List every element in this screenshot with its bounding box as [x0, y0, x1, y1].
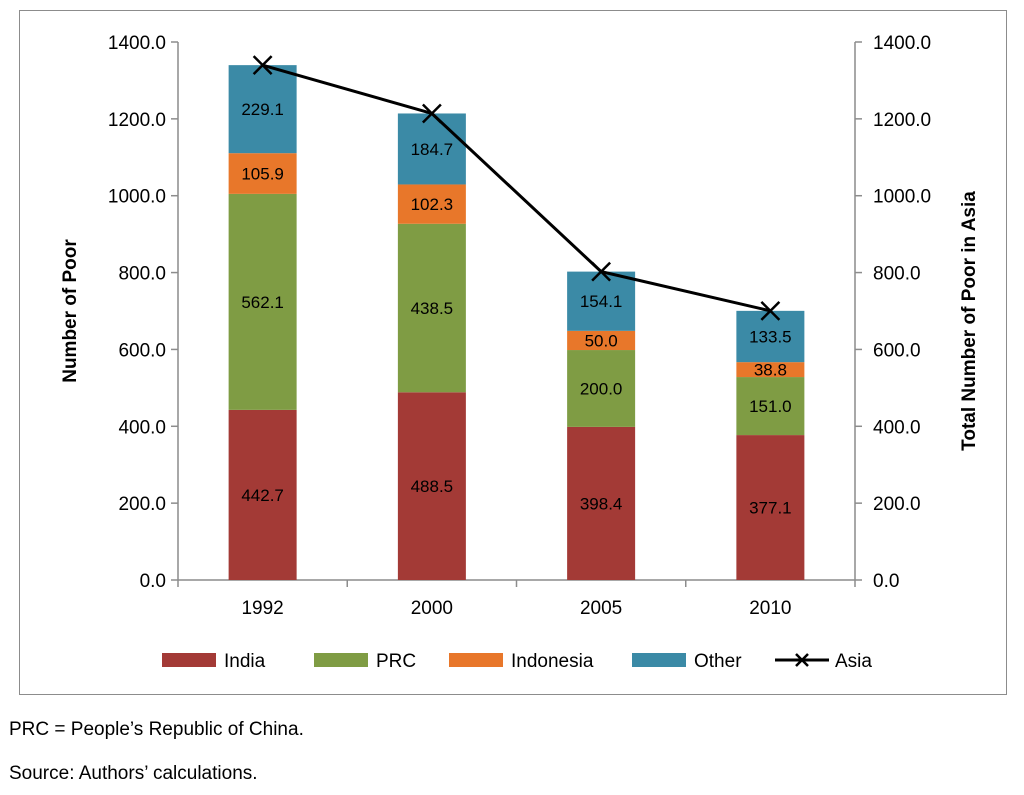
data-label-india: 442.7 — [241, 486, 284, 505]
source-note: Source: Authors’ calculations. — [9, 763, 258, 784]
data-label-other: 154.1 — [580, 292, 623, 311]
data-label-other: 133.5 — [749, 327, 792, 346]
y-tick-label-right: 800.0 — [873, 264, 921, 285]
marker-asia — [591, 261, 612, 282]
marker-asia — [252, 55, 273, 76]
data-label-other: 184.7 — [411, 140, 454, 159]
bar-india — [397, 392, 466, 580]
y-tick-label-right: 400.0 — [873, 417, 921, 438]
legend-label-indonesia: Indonesia — [511, 651, 594, 672]
y-tick-label-right: 1200.0 — [873, 110, 931, 131]
legend-swatch-india — [162, 653, 216, 667]
y-tick-label-right: 1000.0 — [873, 187, 931, 208]
legend-swatch-prc — [314, 653, 368, 667]
x-tick-label: 2005 — [580, 598, 622, 619]
legend-label-asia: Asia — [835, 651, 872, 672]
data-label-other: 229.1 — [241, 100, 284, 119]
bar-india — [736, 435, 805, 580]
x-tick-label: 2000 — [411, 598, 453, 619]
y-axis-title: Number of Poor — [60, 239, 81, 383]
chart-frame — [19, 10, 1007, 695]
data-label-india: 377.1 — [749, 499, 792, 518]
bar-indonesia — [567, 330, 636, 351]
x-tick-label: 1992 — [241, 598, 283, 619]
data-label-indonesia: 102.3 — [411, 195, 454, 214]
y-tick-label-left: 600.0 — [118, 340, 166, 361]
bar-india — [567, 426, 636, 580]
chart: 0.0 200.0 400.0 600.0 800.0 1000.0 1200.0 1400.… — [60, 33, 980, 672]
data-label-prc: 562.1 — [241, 293, 284, 312]
legend-label-prc: PRC — [376, 651, 416, 672]
data-label-prc: 200.0 — [580, 379, 623, 398]
data-label-indonesia: 38.8 — [754, 361, 787, 380]
bar-other — [567, 271, 636, 331]
abbreviation-note: PRC = People’s Republic of China. — [9, 719, 304, 740]
y-tick-label-left: 1400.0 — [108, 33, 166, 54]
legend-label-india: India — [224, 651, 266, 672]
y-tick-label-right: 200.0 — [873, 494, 921, 515]
x-tick-label: 2010 — [749, 598, 791, 619]
legend-marker-asia — [795, 653, 809, 667]
y-tick-label-right: 0.0 — [873, 571, 899, 592]
bar-other — [736, 310, 805, 363]
legend-swatch-indonesia — [449, 653, 503, 667]
legend-label-other: Other — [694, 651, 742, 672]
data-label-india: 398.4 — [580, 494, 623, 513]
line-asia — [262, 63, 771, 313]
bar-indonesia — [736, 362, 805, 378]
bar-prc — [567, 350, 636, 427]
y-tick-label-right: 1400.0 — [873, 33, 931, 54]
y-tick-label-right: 600.0 — [873, 340, 921, 361]
data-label-india: 488.5 — [411, 477, 454, 496]
legend-swatch-other — [632, 653, 686, 667]
y-tick-label-left: 0.0 — [140, 571, 166, 592]
data-label-indonesia: 50.0 — [585, 331, 618, 350]
data-label-indonesia: 105.9 — [241, 165, 284, 184]
bar-prc — [397, 223, 466, 393]
marker-asia — [760, 300, 781, 321]
y-tick-label-left: 400.0 — [118, 417, 166, 438]
y-tick-label-left: 1000.0 — [108, 187, 166, 208]
bar-indonesia — [228, 153, 297, 194]
y2-axis-title: Total Number of Poor in Asia — [959, 191, 980, 451]
bar-prc — [736, 377, 805, 436]
data-label-prc: 151.0 — [749, 397, 792, 416]
bar-prc — [228, 193, 297, 410]
bar-other — [228, 65, 297, 154]
data-label-prc: 438.5 — [411, 299, 454, 318]
y-tick-label-left: 1200.0 — [108, 110, 166, 131]
marker-asia — [421, 103, 442, 124]
bar-other — [397, 113, 466, 185]
y-tick-label-left: 800.0 — [118, 264, 166, 285]
bar-indonesia — [397, 184, 466, 224]
y-tick-label-left: 200.0 — [118, 494, 166, 515]
bar-india — [228, 409, 297, 580]
